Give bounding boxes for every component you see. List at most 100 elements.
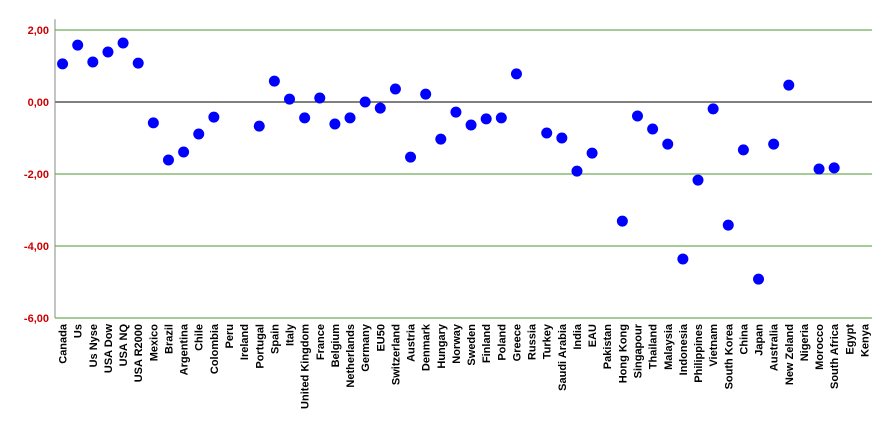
x-tick-label: Colombia [209,323,221,374]
x-tick-label: Spain [269,324,281,354]
x-tick-label: USA R2000 [133,324,145,382]
dot [828,162,840,174]
dot [420,88,432,100]
x-tick-label: South Africa [829,323,841,389]
x-tick-label: Finland [481,324,493,363]
dot [480,113,492,125]
dot [208,111,220,123]
dot [677,253,689,265]
x-tick-label: Singapour [632,323,644,378]
dot [405,151,417,163]
dot [314,92,326,104]
x-tick-label: Denmark [421,323,433,371]
dot [435,133,447,145]
x-tick-label: India [572,323,584,350]
x-tick-label: EAU [587,324,599,347]
x-tick-label: Switzerland [390,324,402,385]
dot [389,83,401,95]
dot [783,79,795,91]
x-tick-label: Pakistan [602,324,614,370]
dot [616,215,628,227]
dot [193,128,205,140]
x-tick-label: USA Dow [103,324,115,374]
x-tick-label: Saudi Arabia [557,323,569,391]
dot [631,110,643,122]
x-tick-label: Canada [58,323,70,364]
x-tick-label: Belgium [330,324,342,368]
x-tick-label: Poland [496,324,508,361]
dot [450,106,462,118]
x-tick-label: Russia [527,323,539,360]
dot [722,219,734,231]
dot [692,174,704,186]
x-tick-label: Egypt [844,324,856,355]
dot [753,273,765,285]
x-tick-label: Philippines [693,324,705,383]
dot [253,120,265,132]
dot [132,57,144,69]
x-tick-label: Chile [194,324,206,351]
dot [374,102,386,114]
y-tick-label: -4,00 [24,241,49,253]
y-tick-label: 0,00 [28,97,49,109]
dot [495,112,507,124]
dot [178,146,190,158]
x-tick-label: USA NQ [118,324,130,367]
dot [768,138,780,150]
dot [510,68,522,80]
x-tick-label: Hong Kong [617,324,629,383]
dot [102,46,114,58]
dot [586,147,598,159]
x-tick-label: South Korea [723,323,735,389]
x-tick-label: Peru [224,324,236,348]
dot [556,132,568,144]
dot [571,165,583,177]
dot [284,93,296,105]
x-tick-label: Mexico [148,324,160,362]
x-tick-label: Hungary [436,323,448,369]
x-tick-label: Austria [406,323,418,362]
dot [329,118,341,130]
dot [72,39,84,51]
x-tick-label: Vietnam [708,324,720,367]
x-tick-label: Brazil [163,324,175,354]
x-tick-label: Kenya [859,323,871,357]
x-tick-label: Nigeria [799,323,811,361]
x-tick-label: Netherlands [345,324,357,388]
x-tick-label: Portugal [254,324,266,369]
dot [647,123,659,135]
x-tick-label: Malaysia [663,323,675,370]
x-tick-label: Ireland [239,324,251,360]
dot [465,119,477,131]
x-tick-label: Us [73,324,85,338]
dot [162,154,174,166]
x-tick-label: EU50 [375,324,387,352]
dot [737,144,749,156]
y-tick-label: -6,00 [24,313,49,325]
dot [117,37,129,49]
x-tick-label: Argentina [179,323,191,375]
x-tick-label: United Kingdom [300,324,312,409]
x-tick-label: Australia [769,323,781,371]
x-tick-label: New Zeland [784,324,796,385]
x-tick-label: Indonesia [678,323,690,375]
dot [541,127,553,139]
x-tick-label: Turkey [542,323,554,359]
x-tick-label: China [738,323,750,354]
dot [662,138,674,150]
x-tick-label: Italy [285,323,297,346]
dot [147,117,159,129]
dot [87,56,99,68]
x-tick-label: Germany [360,323,372,372]
x-tick-label: Us Nyse [88,324,100,367]
x-tick-label: Morocco [814,324,826,370]
x-tick-label: Norway [451,323,463,364]
dot [707,103,719,115]
x-tick-label: Sweden [466,324,478,366]
dot [359,96,371,108]
y-tick-label: -2,00 [24,169,49,181]
dot [813,163,825,175]
x-tick-label: Greece [511,324,523,361]
dot [299,112,311,124]
